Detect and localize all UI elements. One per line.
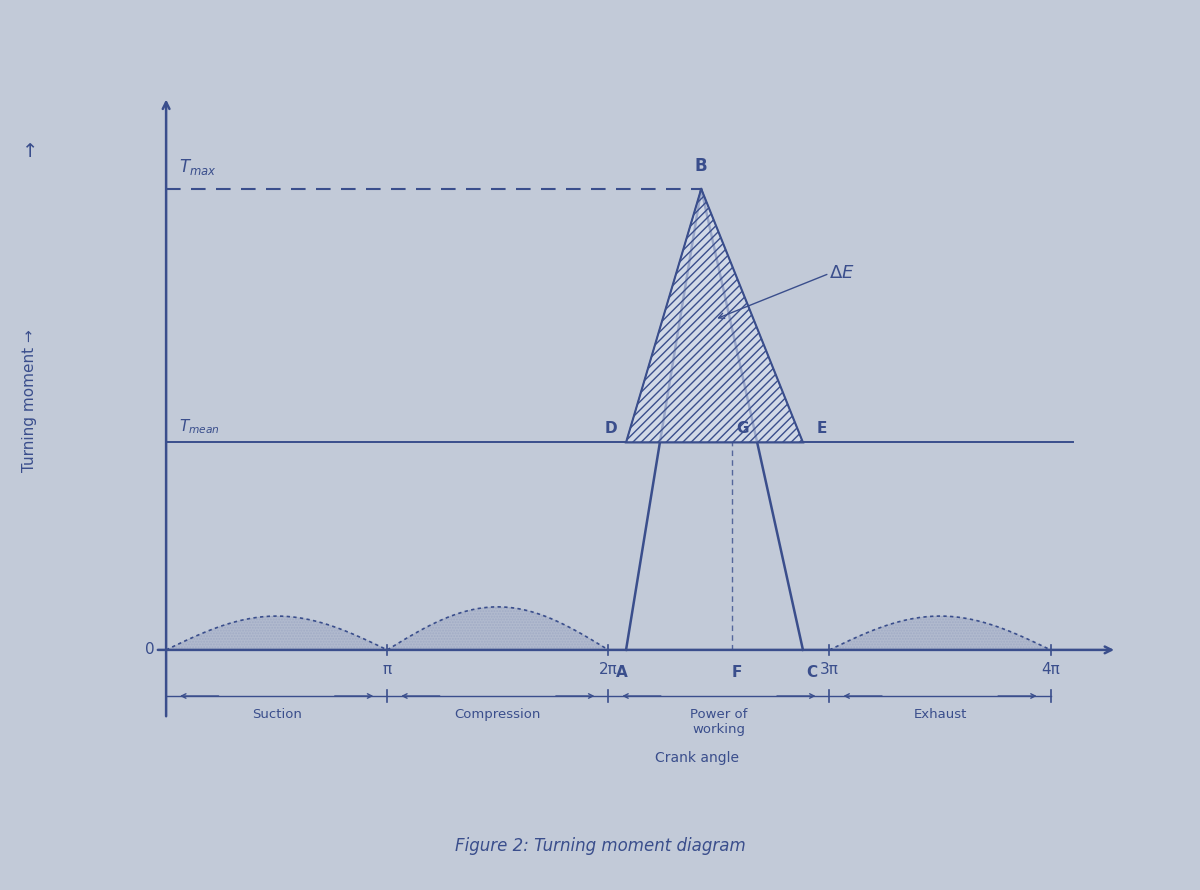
Text: 3π: 3π [820, 662, 839, 677]
Text: Turning moment →: Turning moment → [23, 329, 37, 472]
Text: Figure 2: Turning moment diagram: Figure 2: Turning moment diagram [455, 837, 745, 854]
Text: π: π [383, 662, 391, 677]
Text: ↑: ↑ [22, 142, 38, 161]
Text: 4π: 4π [1042, 662, 1060, 677]
Text: G: G [737, 421, 749, 436]
Text: $\Delta E$: $\Delta E$ [829, 264, 856, 282]
Text: C: C [806, 665, 817, 680]
Text: 0: 0 [145, 643, 155, 658]
Text: $T_{mean}$: $T_{mean}$ [179, 417, 221, 436]
Text: $T_{max}$: $T_{max}$ [179, 157, 217, 176]
Text: F: F [732, 665, 742, 680]
Text: D: D [605, 421, 617, 436]
Polygon shape [626, 189, 803, 442]
Text: 2π: 2π [599, 662, 618, 677]
Text: Suction: Suction [252, 708, 301, 721]
Text: Exhaust: Exhaust [913, 708, 967, 721]
Text: Compression: Compression [455, 708, 541, 721]
Text: A: A [616, 665, 628, 680]
Text: Crank angle: Crank angle [655, 751, 739, 765]
Text: B: B [695, 157, 708, 175]
Text: Power of
working: Power of working [690, 708, 748, 736]
Text: E: E [816, 421, 827, 436]
